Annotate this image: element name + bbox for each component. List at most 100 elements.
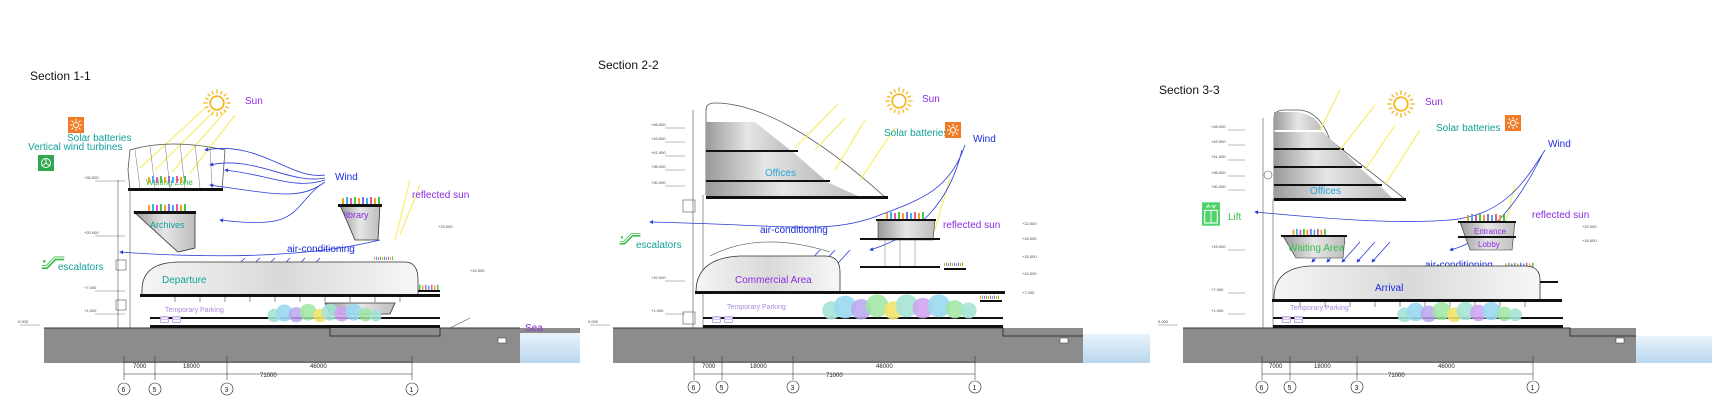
- dimension-label: 71000: [260, 373, 277, 379]
- svg-text:+20.000: +20.000: [84, 230, 99, 235]
- sun-icon: [1386, 89, 1416, 119]
- dimension-label: 46000: [1438, 364, 1455, 370]
- axis-label: 3: [1355, 385, 1359, 392]
- axis-label: 1: [973, 385, 977, 392]
- air-conditioning-label: air-conditioning: [287, 244, 355, 255]
- svg-text:+1.000: +1.000: [1211, 308, 1224, 313]
- dimension-label: 7000: [702, 364, 716, 370]
- axis-label: 5: [1288, 385, 1292, 392]
- temporary-parking-label: Temporary Parking: [1290, 305, 1349, 312]
- escalators-label: escalators: [58, 262, 104, 273]
- air-conditioning-label: air-conditioning: [1425, 260, 1493, 271]
- dimension-label: 18000: [183, 364, 200, 370]
- section-3-3: Section 3-3 +46.000 +43.000 +41.000 +36.00…: [1158, 83, 1712, 394]
- svg-text:+7.000: +7.000: [84, 285, 97, 290]
- ground: [1183, 328, 1636, 363]
- section-1-1: Section 1-1 +30.000+20.000 +7.000+1.000 …: [18, 69, 580, 396]
- departure-hall: [141, 261, 419, 297]
- axis-label: 3: [791, 385, 795, 392]
- sea-water: [1636, 336, 1712, 363]
- svg-text:+1.000: +1.000: [84, 308, 97, 313]
- axis-label: 6: [122, 387, 126, 394]
- axis-label: 6: [1260, 385, 1264, 392]
- reflected-sun-label: reflected sun: [943, 220, 1000, 231]
- offices-label: Offices: [1310, 186, 1341, 197]
- dimension-label: 7000: [133, 364, 147, 370]
- axis-label: 3: [225, 387, 229, 394]
- sun-label: Sun: [1425, 97, 1443, 108]
- svg-text:0.000: 0.000: [18, 319, 29, 324]
- commercial-area-label: Commercial Area: [735, 275, 812, 286]
- lift-icon: [1202, 202, 1220, 226]
- axis-label: 5: [153, 387, 157, 394]
- svg-text:+30.000: +30.000: [84, 175, 99, 180]
- sun-icon: [202, 88, 232, 118]
- lift-label: Lift: [1228, 212, 1242, 223]
- svg-text:+41.000: +41.000: [651, 150, 666, 155]
- sun-label: Sun: [245, 96, 263, 107]
- svg-text:+22.000: +22.000: [1582, 224, 1597, 229]
- archives-label: Archives: [150, 220, 185, 230]
- svg-text:+36.000: +36.000: [651, 164, 666, 169]
- arrival-hall: [1273, 265, 1541, 301]
- svg-text:+15.000: +15.000: [1211, 244, 1226, 249]
- sun-icon: [884, 86, 914, 116]
- svg-text:+18.000: +18.000: [1022, 236, 1037, 241]
- solar-batteries-label: Solar batteries: [67, 133, 131, 144]
- reflected-sun-label: reflected sun: [1532, 210, 1589, 221]
- wind-label: Wind: [335, 172, 358, 183]
- dimension-label: 18000: [1314, 364, 1331, 370]
- dimension-label: 46000: [876, 364, 893, 370]
- svg-text:+1.000: +1.000: [651, 308, 664, 313]
- commercial-area: [695, 255, 841, 293]
- sea-water: [520, 333, 580, 363]
- ground: [44, 328, 580, 363]
- svg-text:+41.000: +41.000: [1211, 154, 1226, 159]
- dimension-label: 18000: [750, 364, 767, 370]
- solar-batteries-label: Solar batteries: [884, 128, 948, 139]
- svg-text:+18.000: +18.000: [1582, 238, 1597, 243]
- temporary-parking-label: Temporary Parking: [727, 304, 786, 311]
- svg-text:+30.000: +30.000: [1211, 184, 1226, 189]
- svg-text:+7.000: +7.000: [1211, 287, 1224, 292]
- dimension-label: 46000: [310, 364, 327, 370]
- dimension-label: 7000: [1269, 364, 1283, 370]
- svg-text:0.000: 0.000: [1158, 319, 1169, 324]
- library-label: library: [344, 210, 369, 220]
- solar-battery-icon: [1505, 115, 1521, 131]
- axis-label: 5: [720, 385, 724, 392]
- wind-label: Wind: [973, 134, 996, 145]
- section-title: Section 2-2: [598, 58, 659, 72]
- svg-text:+46.000: +46.000: [651, 122, 666, 127]
- temporary-parking-label: Temporary Parking: [165, 307, 224, 314]
- svg-text:+30.000: +30.000: [651, 180, 666, 185]
- vertical-wind-turbines-label: Vertical wind turbines: [28, 142, 123, 153]
- svg-text:+10.000: +10.000: [651, 275, 666, 280]
- wind-turbine-icon: [38, 155, 54, 171]
- solar-batteries-label: Solar batteries: [1436, 123, 1500, 134]
- svg-text:+46.000: +46.000: [1211, 124, 1226, 129]
- svg-text:0.000: 0.000: [588, 319, 599, 324]
- offices-block: [1274, 112, 1406, 201]
- waiting-area-label: Waiting Area: [1288, 243, 1345, 254]
- svg-text:+10.000: +10.000: [470, 268, 485, 273]
- solar-battery-icon: [68, 117, 84, 133]
- air-conditioning-label: air-conditioning: [760, 225, 828, 236]
- wind-label: Wind: [1548, 139, 1571, 150]
- sea-water: [1083, 334, 1150, 363]
- reflected-sun-label: reflected sun: [412, 190, 469, 201]
- svg-text:+23.000: +23.000: [438, 224, 453, 229]
- svg-text:+15.000: +15.000: [1022, 254, 1037, 259]
- departure-label: Departure: [162, 275, 207, 286]
- svg-text:+10.000: +10.000: [1022, 271, 1037, 276]
- svg-text:+43.000: +43.000: [651, 136, 666, 141]
- svg-text:+36.000: +36.000: [1211, 170, 1226, 175]
- sun-label: Sun: [922, 94, 940, 105]
- svg-text:+43.000: +43.000: [1211, 139, 1226, 144]
- ground: [613, 328, 1083, 363]
- sea-label: Sea: [525, 323, 543, 334]
- offices-label: Offices: [765, 168, 796, 179]
- entrance-label: Entrance: [1474, 227, 1507, 236]
- arrival-label: Arrival: [1375, 283, 1403, 294]
